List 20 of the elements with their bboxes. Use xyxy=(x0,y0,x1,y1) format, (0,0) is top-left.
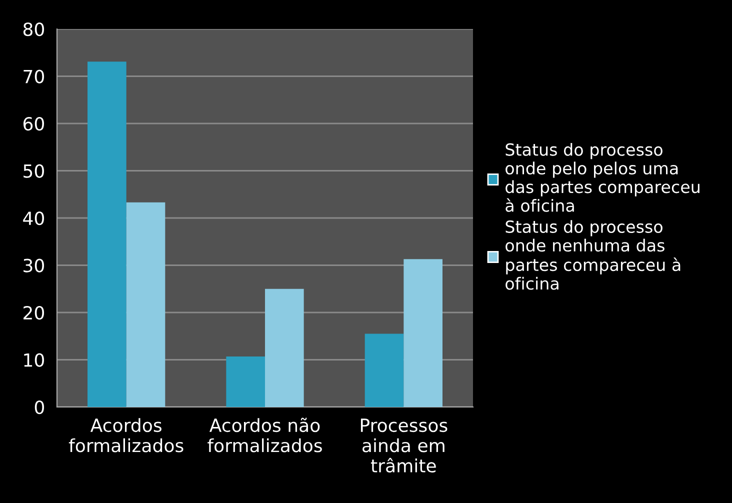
x-tick-label: Acordos formalizados xyxy=(68,418,184,452)
x-tick-label: Acordos não formalizados xyxy=(208,418,322,452)
bar xyxy=(404,259,442,407)
bar xyxy=(364,334,404,407)
x-tick-label: Processos ainda em trâmite xyxy=(360,418,448,473)
y-tick-label: 20 xyxy=(24,306,44,320)
y-tick-label: 30 xyxy=(24,258,44,272)
y-tick-label: 10 xyxy=(24,353,44,367)
y-tick-label: 50 xyxy=(24,164,44,178)
y-tick-label: 80 xyxy=(23,22,44,36)
y-tick-label: 0 xyxy=(34,400,44,414)
bar xyxy=(226,356,265,407)
bar xyxy=(265,288,304,407)
legend-label: Status do processo onde nenhuma das partes compareceu à oficina xyxy=(506,220,680,290)
y-tick-label: 60 xyxy=(23,116,44,131)
bar xyxy=(126,202,166,407)
legend-label: Status do processo onde pelo pelos uma das partes compareceu à oficina xyxy=(506,142,700,212)
bar xyxy=(88,62,126,407)
y-tick-label: 40 xyxy=(23,211,44,226)
y-tick-label: 70 xyxy=(24,70,44,84)
